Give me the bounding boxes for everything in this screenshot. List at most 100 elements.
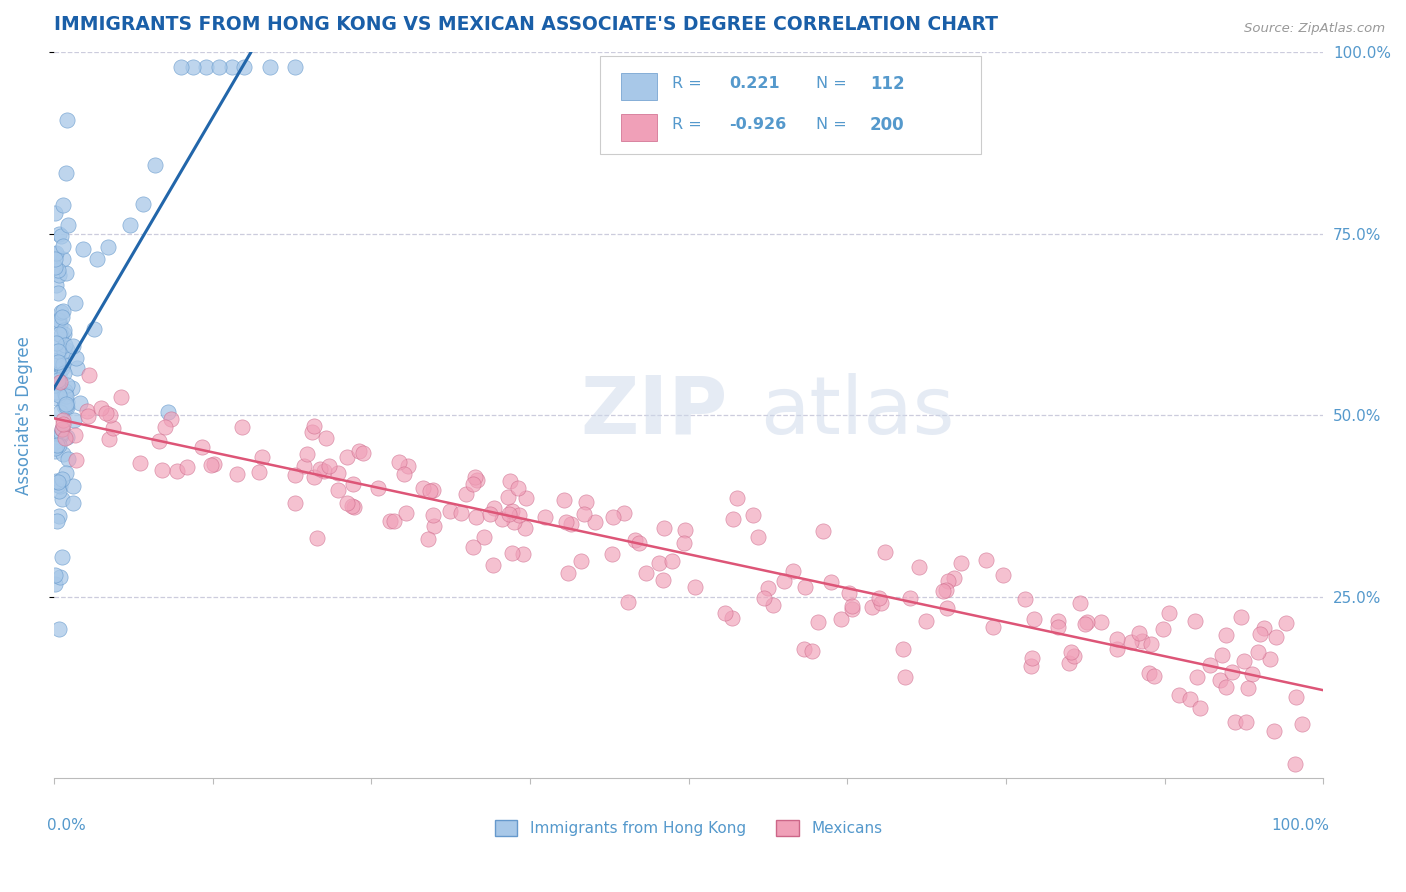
Point bbox=[683, 580, 706, 594]
Point bbox=[305, 531, 328, 545]
Point bbox=[721, 512, 744, 526]
Point bbox=[55, 389, 77, 403]
Point bbox=[572, 508, 595, 522]
Point bbox=[569, 554, 592, 568]
Point bbox=[252, 450, 274, 465]
Point bbox=[1184, 614, 1206, 628]
Point bbox=[77, 409, 100, 423]
Point bbox=[498, 508, 520, 522]
Point bbox=[1237, 681, 1260, 696]
Point bbox=[1074, 617, 1097, 632]
Point bbox=[51, 472, 73, 486]
Point bbox=[501, 546, 523, 560]
Point bbox=[65, 428, 87, 442]
Point bbox=[1121, 634, 1143, 648]
Point bbox=[1107, 642, 1129, 657]
Point bbox=[782, 564, 804, 578]
Point bbox=[65, 360, 87, 375]
Point bbox=[48, 376, 70, 390]
Point bbox=[1275, 616, 1298, 631]
Point bbox=[515, 491, 537, 506]
Point bbox=[1208, 673, 1230, 687]
Point bbox=[53, 327, 76, 342]
Point bbox=[58, 452, 80, 467]
Point bbox=[49, 304, 72, 318]
Point bbox=[292, 459, 315, 474]
Point bbox=[1215, 680, 1237, 694]
Point bbox=[838, 586, 860, 600]
Point bbox=[714, 606, 737, 620]
Point bbox=[166, 464, 188, 478]
Point bbox=[1199, 657, 1222, 672]
Point bbox=[801, 644, 824, 658]
Point bbox=[1105, 632, 1128, 647]
Point bbox=[56, 378, 79, 392]
Point bbox=[648, 556, 671, 570]
Text: Source: ZipAtlas.com: Source: ZipAtlas.com bbox=[1244, 22, 1385, 36]
Point bbox=[472, 530, 495, 544]
Point bbox=[49, 428, 72, 442]
Point bbox=[1063, 648, 1085, 663]
Point bbox=[52, 357, 75, 371]
Point bbox=[195, 60, 218, 74]
Point bbox=[1047, 620, 1070, 634]
Point bbox=[419, 484, 441, 499]
Point bbox=[46, 475, 69, 489]
Point bbox=[634, 566, 657, 580]
Point bbox=[1143, 669, 1166, 683]
Point bbox=[503, 515, 526, 529]
Point bbox=[464, 470, 486, 484]
Point bbox=[1167, 688, 1189, 702]
Point bbox=[336, 496, 359, 510]
Point bbox=[150, 463, 173, 477]
Point bbox=[942, 571, 965, 585]
Point bbox=[65, 351, 87, 365]
Point bbox=[1234, 714, 1257, 729]
Point bbox=[48, 570, 70, 584]
Point bbox=[157, 404, 180, 418]
Point bbox=[1215, 628, 1237, 642]
Point bbox=[56, 429, 79, 443]
Point bbox=[651, 574, 673, 588]
Point bbox=[46, 344, 69, 359]
Point bbox=[284, 60, 307, 74]
Text: 112: 112 bbox=[870, 75, 904, 93]
Bar bbox=[621, 113, 657, 141]
Point bbox=[53, 387, 76, 401]
Point bbox=[46, 355, 69, 369]
Point bbox=[51, 360, 73, 375]
Point bbox=[247, 465, 270, 479]
Point bbox=[51, 492, 73, 507]
Text: 100.0%: 100.0% bbox=[1271, 818, 1330, 833]
Point bbox=[48, 227, 70, 242]
Point bbox=[46, 313, 69, 327]
Point bbox=[794, 580, 817, 594]
Point bbox=[600, 547, 623, 561]
Point bbox=[308, 461, 330, 475]
Point bbox=[46, 369, 69, 384]
Point bbox=[1128, 625, 1150, 640]
Point bbox=[747, 530, 769, 544]
Point bbox=[52, 303, 75, 318]
Point bbox=[762, 598, 785, 612]
Point bbox=[51, 549, 73, 564]
Point bbox=[60, 381, 83, 395]
Point bbox=[46, 347, 69, 361]
Point bbox=[482, 558, 505, 572]
Point bbox=[231, 419, 253, 434]
Point bbox=[284, 467, 307, 482]
Point bbox=[48, 318, 70, 332]
Point bbox=[52, 252, 75, 266]
Point bbox=[45, 370, 67, 384]
Point bbox=[935, 582, 957, 597]
Point bbox=[508, 481, 530, 495]
Point bbox=[44, 443, 66, 458]
Point bbox=[813, 524, 835, 538]
Point bbox=[51, 421, 73, 435]
Point bbox=[55, 343, 77, 358]
Text: 0.0%: 0.0% bbox=[48, 818, 86, 833]
Point bbox=[63, 296, 86, 310]
Point bbox=[412, 481, 434, 495]
Point bbox=[56, 395, 79, 409]
Point bbox=[45, 360, 67, 375]
